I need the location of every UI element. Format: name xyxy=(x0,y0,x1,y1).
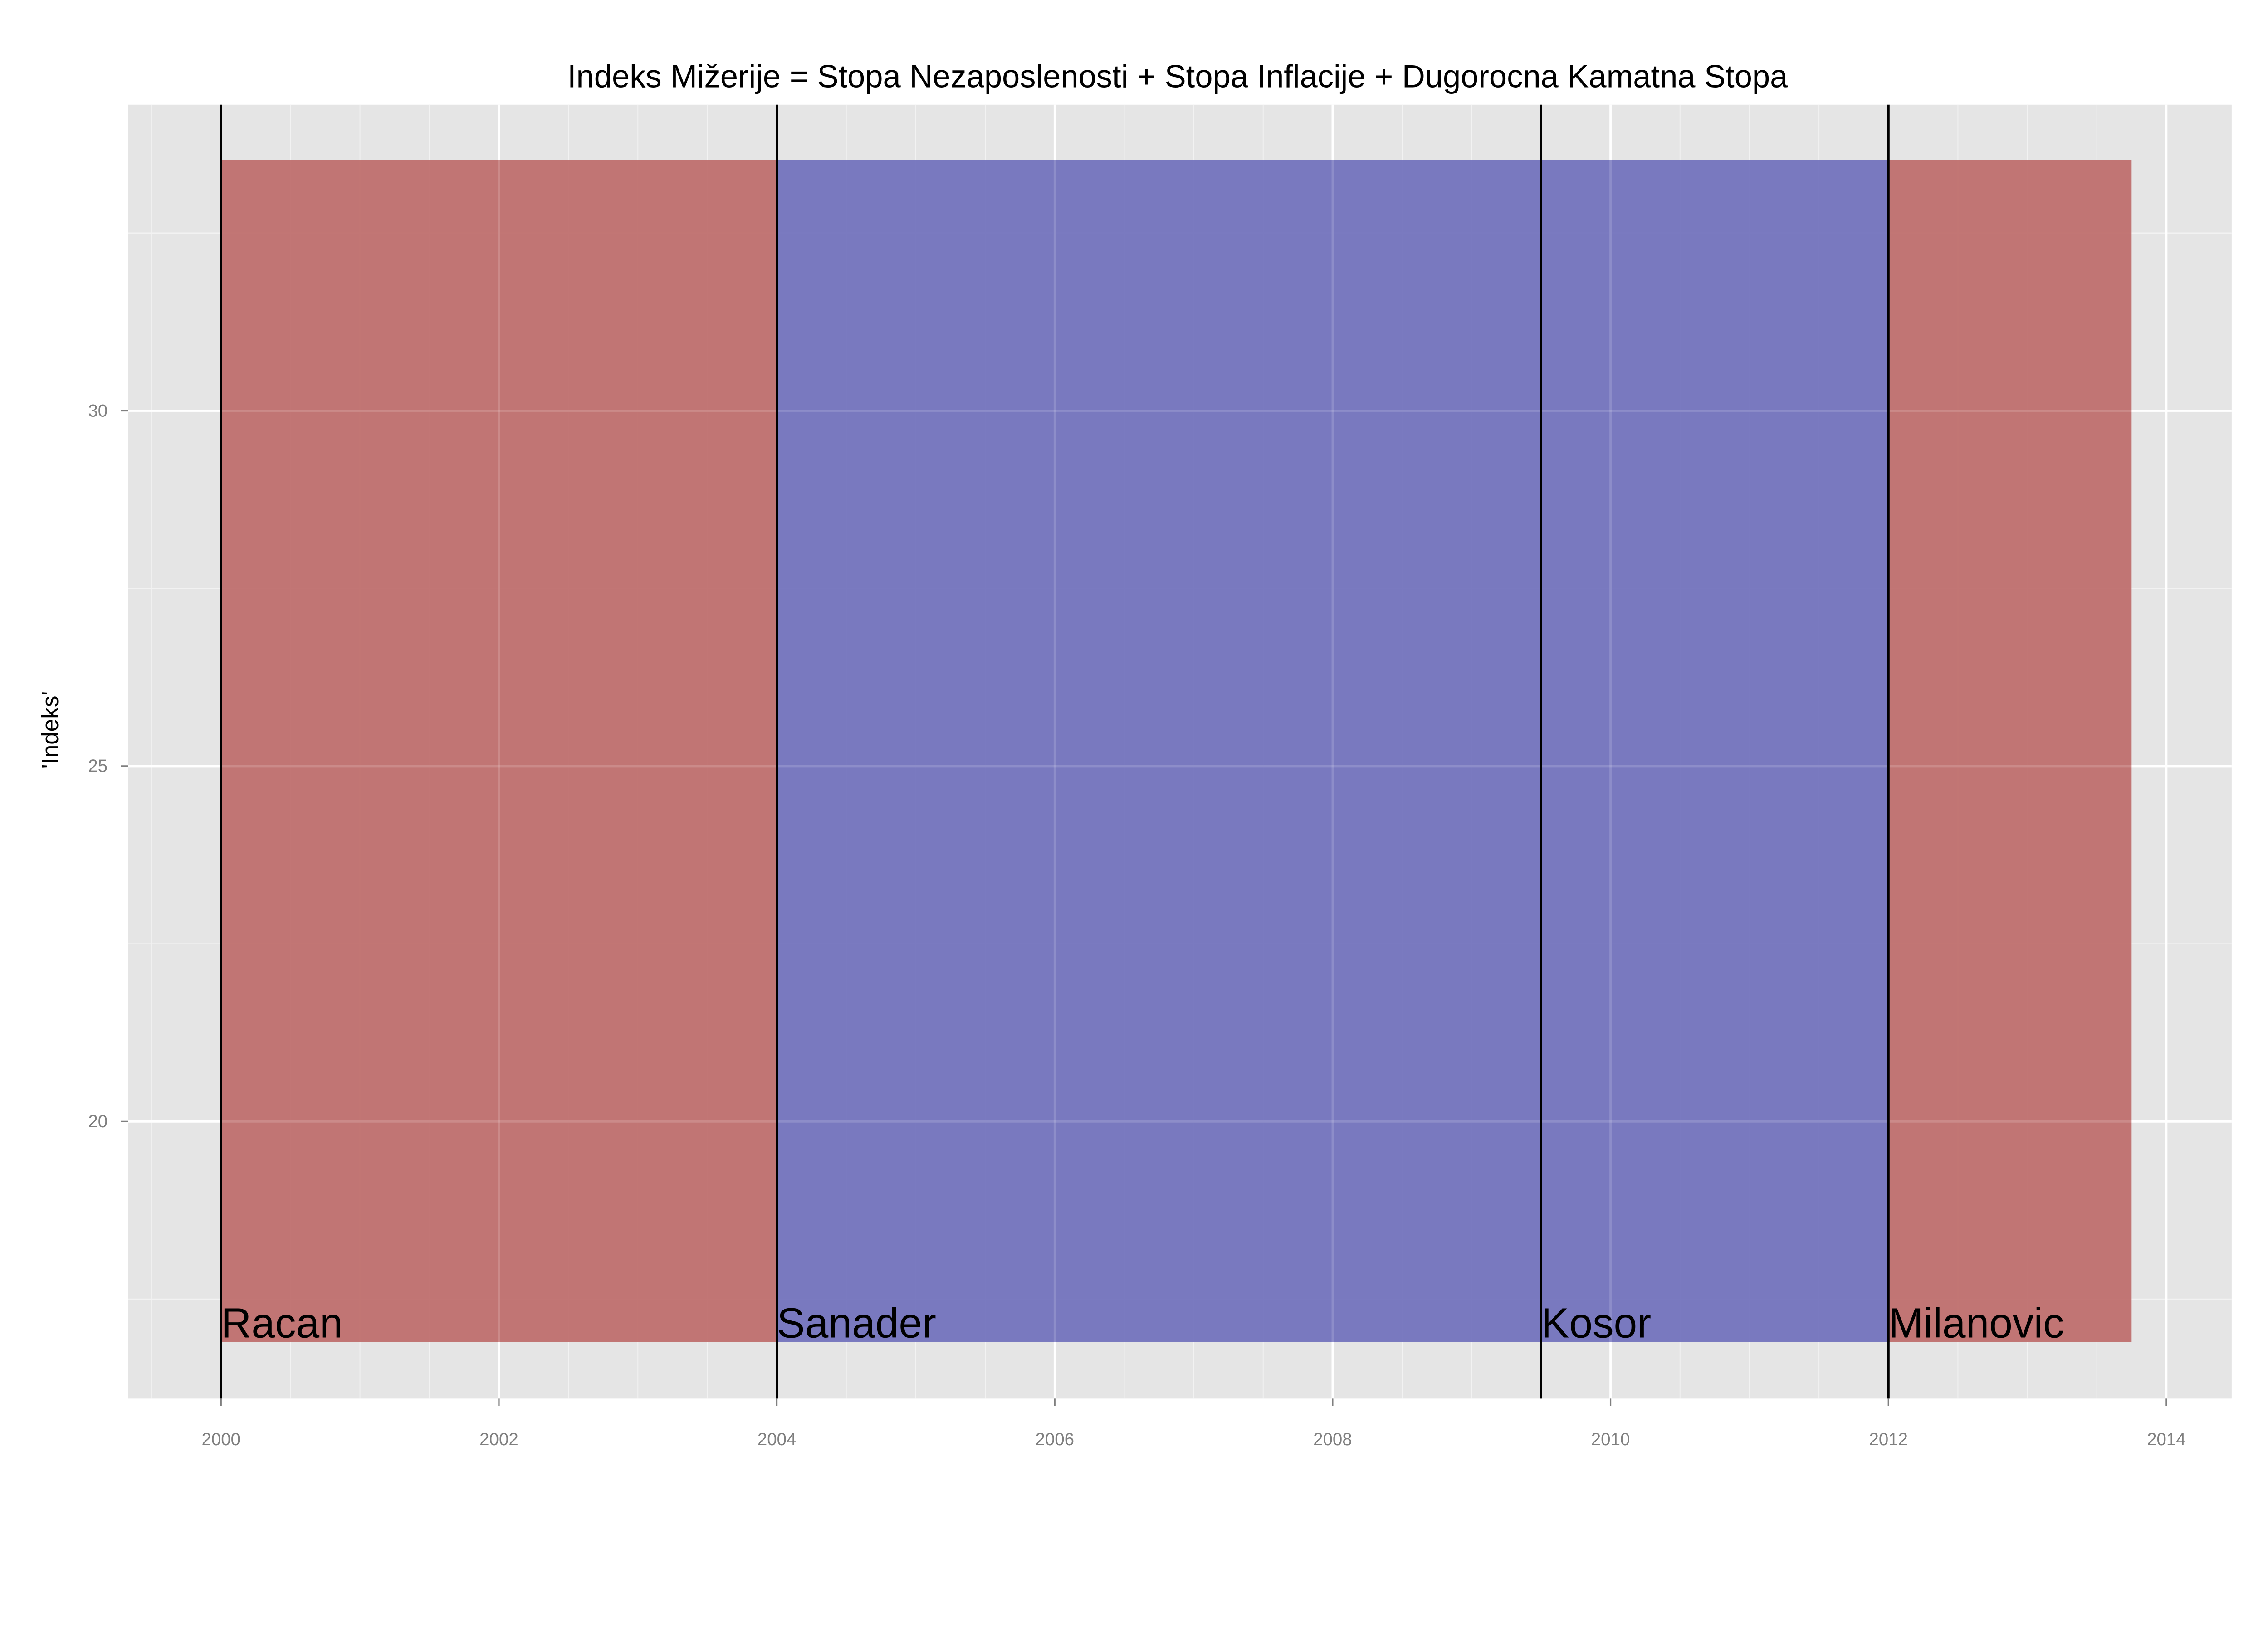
period-label-racan: Racan xyxy=(221,1299,343,1346)
period-band-milanovic xyxy=(1888,160,2132,1342)
period-label-kosor: Kosor xyxy=(1541,1299,1651,1346)
chart-title: Indeks Mižerije = Stopa Nezaposlenosti +… xyxy=(567,58,1788,94)
y-tick-label: 25 xyxy=(88,757,108,776)
x-tick-label: 2014 xyxy=(2147,1430,2186,1449)
x-tick-label: 2002 xyxy=(479,1430,518,1449)
misery-index-chart: Racan Sanader Kosor Milanovic 2000 2002 2004 20… xyxy=(37,58,2232,1449)
x-tick-label: 2004 xyxy=(758,1430,797,1449)
y-tick-label: 30 xyxy=(88,401,108,420)
x-tick-label: 2012 xyxy=(1869,1430,1908,1449)
period-label-sanader: Sanader xyxy=(777,1299,936,1346)
period-band-sanader xyxy=(777,160,1541,1342)
x-tick-label: 2010 xyxy=(1591,1430,1630,1449)
period-label-milanovic: Milanovic xyxy=(1888,1299,2064,1346)
period-band-kosor xyxy=(1541,160,1889,1342)
y-axis-label: 'Indeks' xyxy=(37,691,63,769)
y-tick-label: 20 xyxy=(88,1112,108,1131)
x-tick-label: 2000 xyxy=(202,1430,241,1449)
period-band-racan xyxy=(221,160,777,1342)
plot-panel: Racan Sanader Kosor Milanovic 2000 2002 2004 20… xyxy=(88,104,2232,1449)
x-tick-label: 2008 xyxy=(1313,1430,1352,1449)
x-tick-label: 2006 xyxy=(1035,1430,1074,1449)
